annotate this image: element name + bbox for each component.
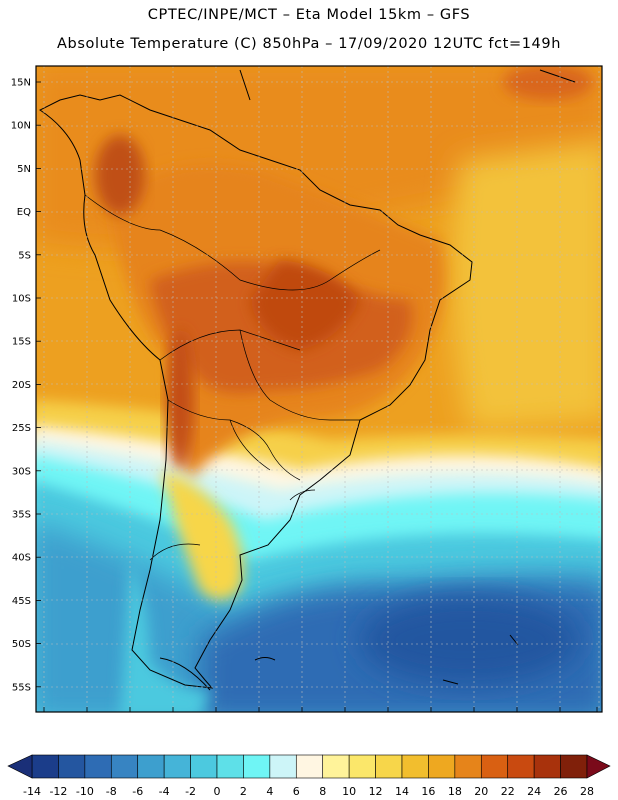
map-title-line2: Absolute Temperature (C) 850hPa – 17/09/… [57,36,561,52]
lon-label: 40W [420,719,443,720]
temperature-field [36,66,602,712]
colorbar-swatch [401,754,429,779]
colorbar-swatch [295,754,324,779]
colorbar-label: 10 [342,785,356,798]
colorbar-label: -8 [106,785,117,798]
colorbar-label: -2 [185,785,196,798]
lon-label: 20W [586,719,609,720]
colorbar-label: 0 [214,785,221,798]
lon-label: 50W [334,719,357,720]
colorbar-swatch [348,754,376,779]
lon-label: 45W [377,719,400,720]
colorbar-label: 28 [580,785,594,798]
lon-label: 55W [291,719,314,720]
colorbar-label: 22 [501,785,515,798]
colorbar-label: 8 [319,785,326,798]
colorbar-swatch [454,754,482,779]
lon-label: 80W [76,719,99,720]
colorbar-label: 24 [527,785,541,798]
temperature-map: 15N 10N 5N EQ 5S 10S 15S 20S 25S 30S 35S 40S 45S 50S 5… [11,65,609,720]
lat-label: 15S [12,337,31,348]
lon-label: 30W [506,719,529,720]
colorbar-label: 4 [266,785,273,798]
colorbar-right-arrow-icon [586,754,611,779]
colorbar-swatch [428,754,456,779]
lat-label: 5S [18,250,31,261]
lat-label: 15N [11,78,31,89]
latitude-labels: 15N 10N 5N EQ 5S 10S 15S 20S 25S 30S 35S 40S 45S 50S 5… [11,78,41,693]
lon-label: 70W [162,719,185,720]
lon-label: 35W [463,719,486,720]
lon-label: 25W [549,719,572,720]
colorbar-label: 14 [395,785,409,798]
lat-label: EQ [17,207,31,218]
lat-label: 10S [12,294,31,305]
map-frame [35,65,603,713]
lat-label: 40S [12,553,31,564]
colorbar-label: 6 [293,785,300,798]
map-title-line1: CPTEC/INPE/MCT – Eta Model 15km – GFS [147,7,471,23]
colorbar-swatch [190,754,218,779]
lon-label: 65W [205,719,228,720]
lat-label: 30S [12,466,31,477]
colorbar-label: 12 [369,785,383,798]
lon-label: 85W [33,719,56,720]
colorbar-label: 18 [448,785,462,798]
colorbar-swatch [480,754,509,779]
colorbar-swatch [507,754,535,779]
colorbar-swatch [163,754,191,779]
lat-label: 45S [12,596,31,607]
lat-label: 25S [12,423,31,434]
lat-label: 50S [12,639,31,650]
colorbar-swatch [533,754,561,779]
colorbar-swatch [110,754,139,779]
colorbar-swatch [31,754,59,779]
colorbar-label: 20 [474,785,488,798]
colorbar-label: 2 [240,785,247,798]
colorbar-label: -4 [159,785,170,798]
country-borders [84,194,381,561]
colorbar-swatches [31,754,588,779]
colorbar-label: -12 [49,785,67,798]
lat-label: 10N [11,121,31,132]
colorbar-swatch [58,754,86,779]
colorbar-swatch [216,754,244,779]
colorbar-swatch [243,754,271,779]
colorbar-label: -6 [132,785,143,798]
colorbar-labels: -14 -12 -10 -8 -6 -4 -2 0 2 4 6 8 10 12 14 16 18 20 22 24 26… [23,785,594,798]
coastline [39,69,576,691]
lon-label: 60W [248,719,271,720]
colorbar-swatch [560,754,588,779]
colorbar-left-arrow-icon [7,754,33,779]
colorbar-swatch [269,754,297,779]
colorbar-swatch [375,754,403,779]
colorbar-label: -10 [76,785,94,798]
graticule [36,66,602,712]
colorbar-swatch [84,754,112,779]
lat-label: 35S [12,510,31,521]
lat-label: 55S [12,682,31,693]
colorbar-swatch [137,754,165,779]
lat-label: 5N [17,164,31,175]
longitude-labels: 85W 80W 75W 70W 65W 60W 55W 50W 45W 40W 35W 30W 25W 2… [33,707,609,720]
lat-label: 20S [12,380,31,391]
colorbar-swatch [322,754,350,779]
colorbar-label: 26 [554,785,568,798]
colorbar-label: 16 [421,785,435,798]
lon-label: 75W [119,719,142,720]
colorbar-label: -14 [23,785,41,798]
